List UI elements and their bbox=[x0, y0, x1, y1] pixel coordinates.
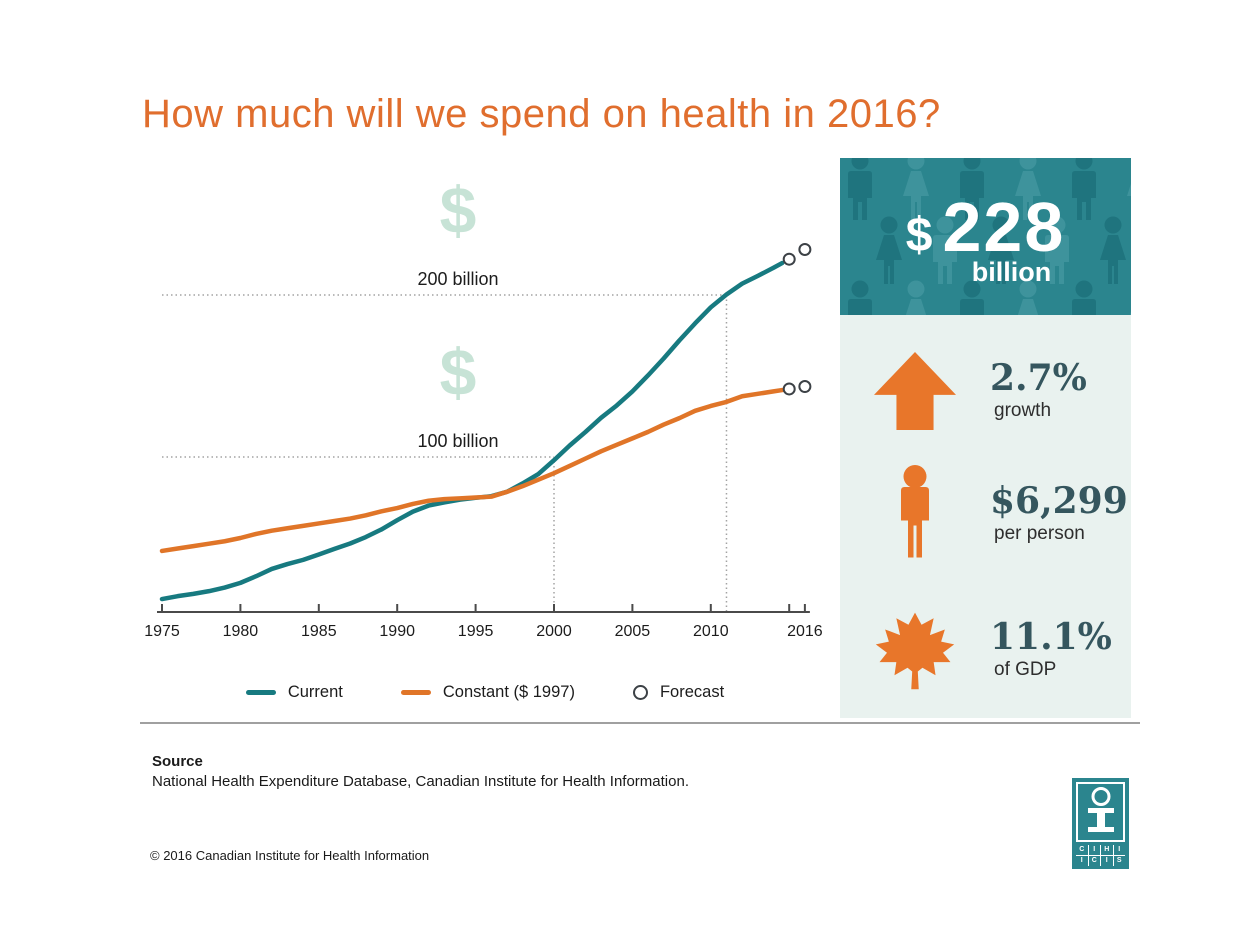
forecast-circle-icon bbox=[632, 685, 648, 700]
svg-text:$: $ bbox=[440, 335, 477, 409]
maple-leaf-icon bbox=[840, 608, 990, 692]
source-note: Source National Health Expenditure Datab… bbox=[152, 752, 689, 793]
source-text: National Health Expenditure Database, Ca… bbox=[152, 773, 689, 791]
svg-text:1985: 1985 bbox=[301, 623, 337, 640]
legend-label: Constant ($ 1997) bbox=[442, 683, 575, 701]
stats-panel: 2.7% growth $6,299 per person bbox=[840, 315, 1131, 718]
logo-letter: I bbox=[1076, 856, 1088, 866]
svg-text:2005: 2005 bbox=[615, 623, 651, 640]
svg-text:2010: 2010 bbox=[693, 623, 729, 640]
legend-item-constant: Constant ($ 1997) bbox=[400, 683, 575, 702]
logo-letter: I bbox=[1113, 845, 1125, 855]
headline-unit: billion bbox=[971, 257, 1052, 287]
copyright-text: © 2016 Canadian Institute for Health Inf… bbox=[150, 848, 430, 863]
svg-text:1975: 1975 bbox=[144, 623, 180, 640]
svg-text:1995: 1995 bbox=[458, 623, 494, 640]
stat-label: of GDP bbox=[994, 659, 1057, 680]
logo-letter: H bbox=[1101, 845, 1113, 855]
legend-label: Current bbox=[287, 683, 343, 701]
stat-value: $6,299 bbox=[990, 479, 1128, 522]
logo-letter: I bbox=[1088, 845, 1100, 855]
svg-text:$: $ bbox=[440, 173, 477, 247]
svg-text:100 billion: 100 billion bbox=[417, 431, 498, 451]
headline-total: $ 228 billion bbox=[840, 158, 1131, 315]
headline-value: 228 bbox=[942, 188, 1066, 266]
people-silhouettes-icon bbox=[848, 158, 1131, 315]
arrow-up-icon bbox=[840, 351, 990, 431]
current-line-swatch-icon bbox=[245, 690, 276, 695]
logo-figure-icon bbox=[1076, 782, 1125, 842]
chart-legend: Current Constant ($ 1997) Forecast bbox=[140, 683, 830, 702]
stat-per-person: $6,299 per person bbox=[840, 465, 1131, 562]
legend-item-current: Current bbox=[245, 683, 343, 702]
person-icon bbox=[840, 465, 990, 562]
stat-gdp: 11.1% of GDP bbox=[840, 608, 1131, 692]
logo-letter: C bbox=[1076, 845, 1088, 855]
stat-label: growth bbox=[994, 400, 1052, 421]
svg-text:1980: 1980 bbox=[223, 623, 259, 640]
logo-letter: C bbox=[1088, 856, 1100, 866]
stat-value: 11.1% bbox=[990, 616, 1112, 658]
headline-banner: $ 228 billion bbox=[840, 158, 1131, 315]
svg-text:200 billion: 200 billion bbox=[417, 269, 498, 289]
constant-line-swatch-icon bbox=[400, 690, 431, 695]
summary-panel: $ 228 billion 2.7% growth bbox=[840, 158, 1131, 718]
page-title: How much will we spend on health in 2016… bbox=[142, 92, 941, 136]
svg-text:2000: 2000 bbox=[536, 623, 572, 640]
source-label: Source bbox=[152, 753, 203, 770]
legend-item-forecast: Forecast bbox=[632, 683, 725, 702]
logo-letter: S bbox=[1113, 856, 1125, 866]
footer-divider bbox=[140, 722, 1140, 724]
spending-line-chart: $100 billion $200 billion 1975 1980 1985 1990… bbox=[144, 173, 823, 640]
stat-value: 2.7% bbox=[990, 357, 1087, 399]
stat-label: per person bbox=[994, 522, 1085, 544]
legend-label: Forecast bbox=[659, 683, 725, 701]
logo-letter: I bbox=[1101, 856, 1113, 866]
currency-symbol: $ bbox=[905, 209, 933, 262]
svg-text:1990: 1990 bbox=[379, 623, 415, 640]
svg-text:2016: 2016 bbox=[787, 623, 823, 640]
stat-growth: 2.7% growth bbox=[840, 351, 1131, 431]
